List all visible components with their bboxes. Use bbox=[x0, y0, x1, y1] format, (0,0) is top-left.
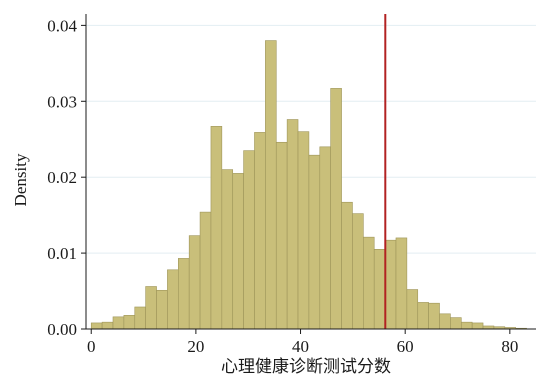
histogram-bar-32 bbox=[439, 313, 451, 330]
y-axis-label: Density bbox=[11, 153, 30, 206]
histogram-bar-11 bbox=[210, 126, 223, 330]
histogram-bar-21 bbox=[319, 146, 331, 330]
histogram-bar-28 bbox=[395, 237, 408, 330]
histogram-bar-26 bbox=[373, 249, 386, 330]
y-tick-label-2: 0.02 bbox=[47, 168, 77, 187]
histogram-bar-3 bbox=[123, 315, 136, 330]
histogram-bar-23 bbox=[341, 201, 353, 330]
histogram-bar-20 bbox=[308, 154, 321, 330]
histogram-bar-9 bbox=[188, 235, 201, 330]
histogram-bar-15 bbox=[254, 132, 266, 330]
y-tick-label-0: 0.00 bbox=[47, 320, 77, 339]
axes bbox=[85, 14, 536, 330]
histogram-bar-10 bbox=[199, 211, 212, 330]
histogram-bar-19 bbox=[297, 131, 310, 330]
histogram-bar-24 bbox=[352, 213, 364, 330]
histogram-bar-34 bbox=[460, 321, 473, 330]
histogram-bar-35 bbox=[471, 322, 484, 330]
histogram-bar-17 bbox=[275, 141, 288, 330]
histogram-bar-31 bbox=[428, 302, 440, 330]
histogram-bar-18 bbox=[286, 119, 299, 330]
x-tick-label-0: 0 bbox=[87, 337, 96, 356]
histogram-bar-0 bbox=[90, 322, 103, 330]
histogram-bar-14 bbox=[243, 150, 255, 330]
histogram-bar-7 bbox=[167, 269, 179, 330]
histogram-bar-6 bbox=[156, 289, 168, 330]
histogram-bar-2 bbox=[112, 316, 125, 330]
histogram-bar-27 bbox=[384, 239, 397, 330]
x-tick-label-3: 60 bbox=[397, 337, 414, 356]
y-tick-label-3: 0.03 bbox=[47, 92, 77, 111]
x-axis-ticks: 0 20 40 60 80 bbox=[87, 329, 518, 356]
y-axis-ticks: 0.00 0.01 0.02 0.03 0.04 bbox=[47, 16, 86, 339]
histogram-bar-22 bbox=[330, 88, 342, 330]
x-tick-label-1: 20 bbox=[187, 337, 204, 356]
histogram-bar-8 bbox=[178, 258, 190, 330]
histogram-bar-30 bbox=[417, 302, 429, 330]
histogram-bar-33 bbox=[450, 317, 462, 330]
histogram-bar-5 bbox=[145, 286, 157, 330]
y-tick-label-1: 0.01 bbox=[47, 244, 77, 263]
x-tick-label-2: 40 bbox=[292, 337, 309, 356]
histogram-bar-4 bbox=[134, 306, 146, 330]
histogram-bar-12 bbox=[221, 169, 234, 330]
x-tick-label-4: 80 bbox=[501, 337, 518, 356]
histogram-bar-29 bbox=[406, 289, 419, 330]
y-tick-label-4: 0.04 bbox=[47, 16, 77, 35]
histogram-bar-1 bbox=[101, 321, 114, 330]
x-axis-label: 心理健康诊断测试分数 bbox=[221, 357, 391, 377]
histogram-bar-13 bbox=[232, 173, 244, 330]
histogram-bar-16 bbox=[265, 40, 277, 330]
histogram-bar-25 bbox=[363, 236, 375, 330]
histogram-bars bbox=[90, 40, 527, 330]
